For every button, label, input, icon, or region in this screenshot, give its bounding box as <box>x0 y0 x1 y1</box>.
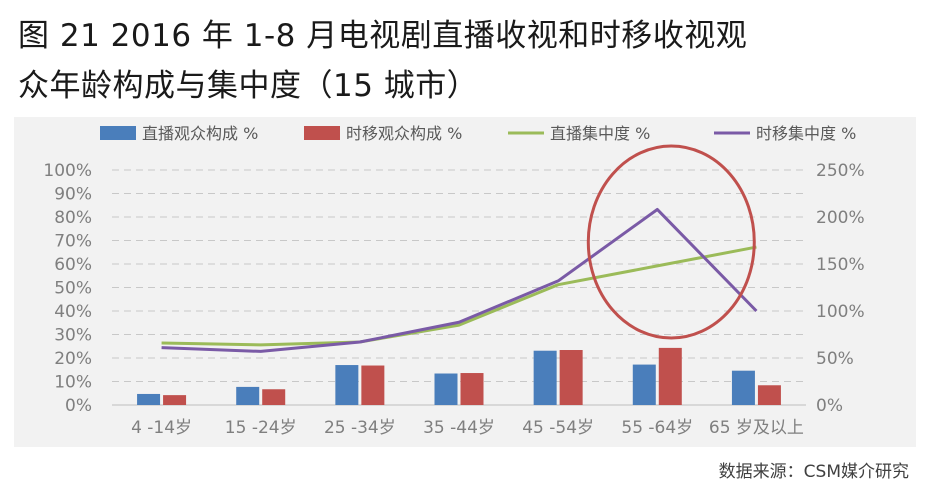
left-axis-tick-label: 30% <box>54 326 92 346</box>
right-axis-tick-label: 100% <box>816 302 865 322</box>
legend-label: 时移观众构成 % <box>346 124 462 143</box>
chart-svg: 0% 10% 20% 30% 40% 50% 60% 70% 80% 90% 100% 0% 50% 10… <box>43 124 865 438</box>
left-axis-tick-label: 70% <box>54 232 92 252</box>
left-axis-tick-label: 90% <box>54 185 92 205</box>
bar <box>658 347 682 405</box>
bar <box>559 350 583 405</box>
left-axis-tick-label: 0% <box>65 396 92 416</box>
bar <box>757 385 781 405</box>
figure-title-line-1: 图 21 2016 年 1-8 月电视剧直播收视和时移收视观 <box>18 18 748 54</box>
left-axis-tick-label: 40% <box>54 302 92 322</box>
left-axis-tick-label: 10% <box>54 373 92 393</box>
bar <box>236 386 260 405</box>
left-axis-tick-label: 20% <box>54 349 92 369</box>
series-line <box>161 245 757 347</box>
x-axis-tick-label: 65 岁及以上 <box>709 418 804 438</box>
x-axis-tick-label: 35 -44岁 <box>423 418 495 438</box>
highlight-ellipse <box>586 144 756 340</box>
x-axis-tick-label: 15 -24岁 <box>225 418 297 438</box>
bar <box>163 395 187 405</box>
legend-swatch <box>304 126 340 140</box>
data-source: 数据来源：CSM媒介研究 <box>718 462 909 482</box>
x-axis-tick-label: 55 -64岁 <box>621 418 693 438</box>
bar <box>460 373 484 405</box>
right-axis-tick-label: 200% <box>816 208 865 228</box>
chart-panel: 0% 10% 20% 30% 40% 50% 60% 70% 80% 90% 100% 0% 50% 10… <box>14 117 916 447</box>
legend-label: 时移集中度 % <box>756 124 856 143</box>
bar <box>335 365 359 405</box>
left-axis-tick-label: 50% <box>54 279 92 299</box>
bar <box>262 389 286 405</box>
x-axis-tick-label: 25 -34岁 <box>324 418 396 438</box>
right-axis-tick-label: 50% <box>816 349 854 369</box>
right-axis-tick-label: 250% <box>816 161 865 181</box>
bar <box>632 364 656 405</box>
x-axis-tick-label: 45 -54岁 <box>522 418 594 438</box>
bar <box>137 393 161 405</box>
right-axis-tick-label: 0% <box>816 396 843 416</box>
bar <box>731 370 755 405</box>
x-axis-tick-label: 4 -14岁 <box>131 418 192 438</box>
right-axis-tick-label: 150% <box>816 255 865 275</box>
figure-title-line-2: 众年龄构成与集中度（15 城市） <box>18 68 479 104</box>
legend-swatch <box>100 126 136 140</box>
left-axis-tick-label: 100% <box>43 161 92 181</box>
left-axis-tick-label: 60% <box>54 255 92 275</box>
left-axis-tick-label: 80% <box>54 208 92 228</box>
bar <box>434 373 458 405</box>
series-line <box>161 207 758 353</box>
bar <box>533 350 557 405</box>
bar <box>361 365 385 405</box>
legend-label: 直播集中度 % <box>550 124 650 143</box>
legend-label: 直播观众构成 % <box>142 124 258 143</box>
